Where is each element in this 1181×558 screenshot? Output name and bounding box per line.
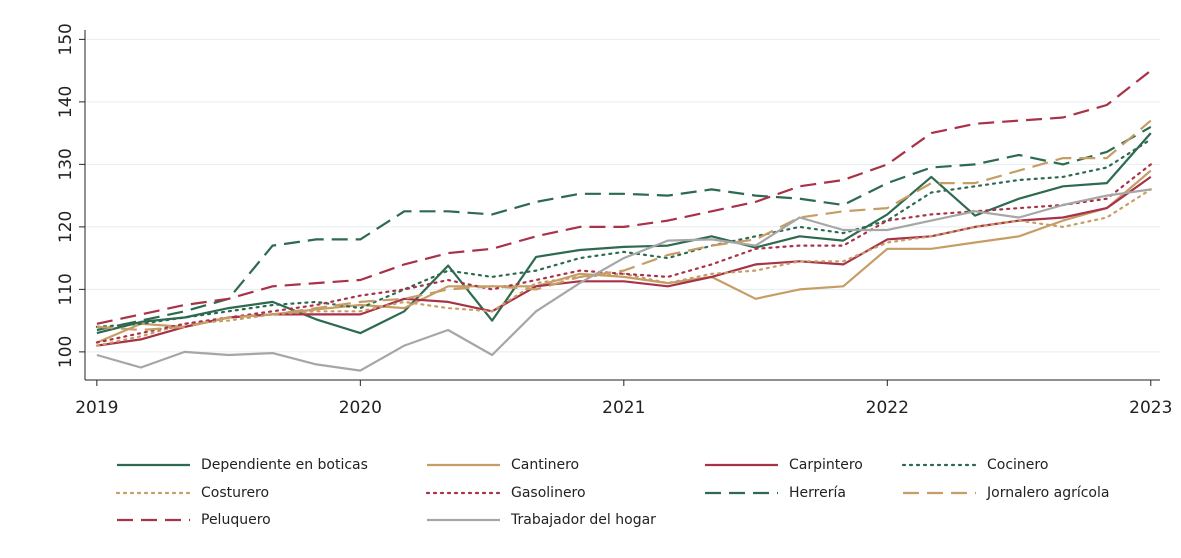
x-tick-label: 2019 [75, 398, 118, 418]
series-line [96, 132, 1152, 335]
legend-label: Cantinero [511, 457, 579, 473]
series-line [95, 138, 1152, 328]
legend-label: Gasolinero [511, 485, 586, 501]
series-line [96, 176, 1152, 347]
series-line [96, 188, 1151, 372]
series-line [96, 125, 1152, 332]
series-line [95, 188, 1152, 347]
legend-label: Carpintero [789, 457, 863, 473]
x-tick-label: 2022 [866, 398, 909, 418]
series-line [96, 119, 1152, 332]
y-tick-label: 140 [56, 86, 76, 118]
series-line [96, 69, 1152, 325]
y-tick-label: 100 [56, 336, 76, 368]
y-tick-label: 110 [56, 273, 76, 305]
legend-label: Cocinero [987, 457, 1048, 473]
legend-label: Dependiente en boticas [201, 457, 368, 473]
legend-label: Costurero [201, 485, 269, 501]
y-tick-label: 130 [56, 148, 76, 180]
legend-label: Trabajador del hogar [510, 512, 656, 528]
y-tick-label: 150 [56, 23, 76, 55]
y-tick-label: 120 [56, 211, 76, 243]
x-tick-label: 2020 [339, 398, 382, 418]
x-tick-label: 2023 [1129, 398, 1172, 418]
legend-label: Herrería [789, 485, 846, 501]
legend-label: Peluquero [201, 512, 271, 528]
x-tick-label: 2021 [602, 398, 645, 418]
legend-label: Jornalero agrícola [986, 485, 1109, 501]
